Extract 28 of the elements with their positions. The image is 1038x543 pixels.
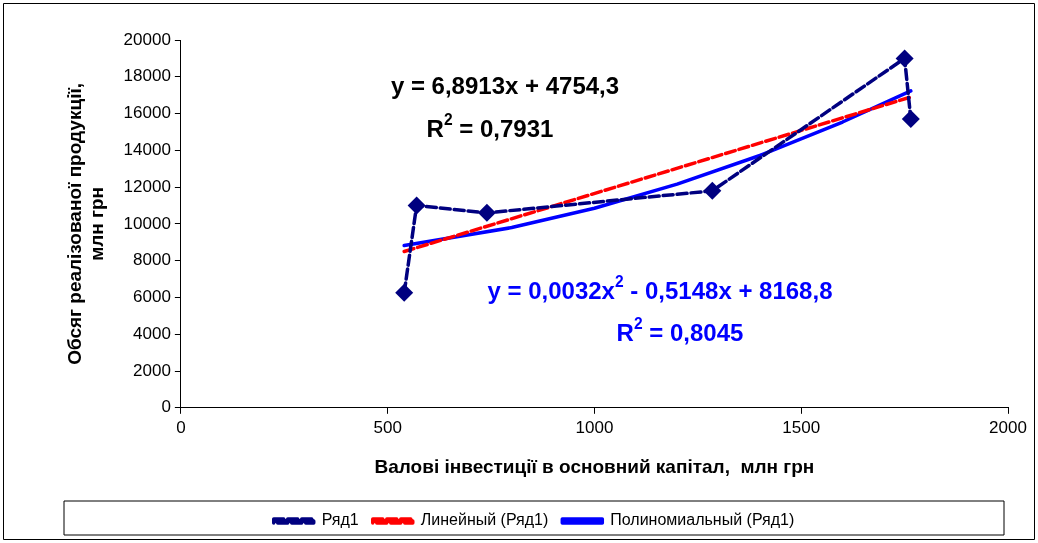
legend-label: Ряд1 <box>321 511 359 529</box>
y-tick-label: 2000 <box>133 360 171 380</box>
y-tick-label: 16000 <box>123 103 171 123</box>
x-tick-label: 1000 <box>575 417 614 437</box>
point <box>407 196 426 215</box>
y-tick-label: 10000 <box>123 213 171 233</box>
x-tick-label: 2000 <box>989 417 1027 437</box>
point <box>703 181 722 200</box>
y-tick-label: 4000 <box>133 323 171 343</box>
x-tick-label: 0 <box>176 417 186 437</box>
annotation: y = 6,8913x + 4754,3 <box>390 71 620 99</box>
y-axis-title: Обсяг реалізованої продукції, млн грн <box>63 82 108 365</box>
y-tick-label: 12000 <box>123 176 171 196</box>
y-tick-label: 0 <box>161 397 171 417</box>
legend-label: Линейный (Ряд1) <box>420 511 549 529</box>
point <box>477 203 496 222</box>
point <box>395 283 414 302</box>
y-tick-label: 20000 <box>123 29 171 49</box>
point <box>901 110 920 129</box>
legend-label: Полиномиальный (Ряд1) <box>610 511 795 529</box>
y-tick-label: 14000 <box>123 140 171 160</box>
y-tick-label: 18000 <box>123 66 171 86</box>
y-tick-label: 8000 <box>133 250 171 270</box>
point <box>895 49 914 68</box>
x-tick-label: 1500 <box>782 417 821 437</box>
y-tick-label: 6000 <box>133 287 171 307</box>
x-axis-title: Валові інвестиції в основний капітал, млн грн <box>374 455 815 477</box>
x-tick-label: 500 <box>373 417 402 437</box>
